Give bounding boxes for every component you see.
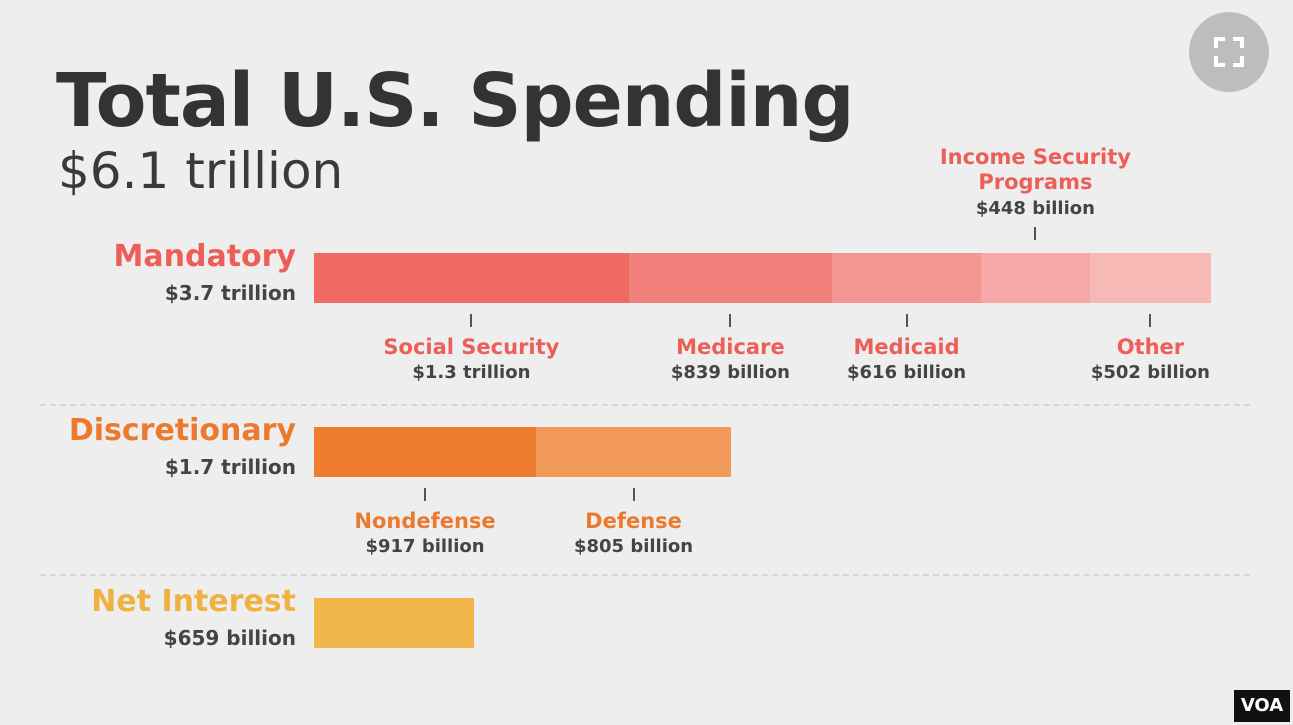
segment-value: $1.3 trillion	[412, 362, 531, 383]
segment-name: Social Security	[383, 335, 560, 359]
logo-badge: VOA	[1234, 690, 1290, 722]
group-total: $659 billion	[163, 626, 296, 650]
group-total: $1.7 trillion	[164, 455, 296, 479]
bar-segment	[314, 253, 629, 303]
bar-segment	[536, 427, 731, 477]
segment-value: $805 billion	[573, 536, 694, 557]
segment-value: $448 billion	[975, 198, 1095, 219]
label-tick	[1034, 227, 1037, 240]
bar-segment	[1089, 253, 1212, 303]
label-tick	[470, 314, 473, 327]
segment-name: Income Security Programs	[939, 145, 1131, 194]
bar-segment	[314, 598, 474, 648]
segment-name: Medicare	[676, 335, 785, 359]
bar-segment	[831, 253, 982, 303]
chart-title: Total U.S. Spending	[56, 58, 854, 144]
segment-name: Defense	[585, 509, 682, 533]
segment-name: Medicaid	[853, 335, 960, 359]
segment-value: $917 billion	[365, 536, 485, 557]
group-name: Net Interest	[91, 584, 296, 619]
segment-value: $616 billion	[847, 362, 967, 383]
bar-segment	[628, 253, 832, 303]
fullscreen-icon	[1214, 37, 1244, 67]
bar-segment	[981, 253, 1090, 303]
fullscreen-button[interactable]	[1189, 12, 1269, 92]
label-tick	[424, 488, 427, 501]
separator	[40, 574, 1250, 576]
chart-subtitle: $6.1 trillion	[58, 142, 344, 200]
label-tick	[905, 314, 908, 327]
segment-name: Other	[1116, 335, 1185, 359]
segment-value: $502 billion	[1090, 362, 1210, 383]
segment-value: $839 billion	[670, 362, 790, 383]
group-name: Mandatory	[113, 239, 296, 274]
segment-name: Nondefense	[354, 509, 496, 533]
label-tick	[1149, 314, 1152, 327]
label-tick	[632, 488, 635, 501]
group-name: Discretionary	[68, 413, 296, 448]
bar-segment	[314, 427, 537, 477]
label-tick	[729, 314, 732, 327]
group-total: $3.7 trillion	[164, 281, 296, 305]
separator	[40, 404, 1250, 406]
